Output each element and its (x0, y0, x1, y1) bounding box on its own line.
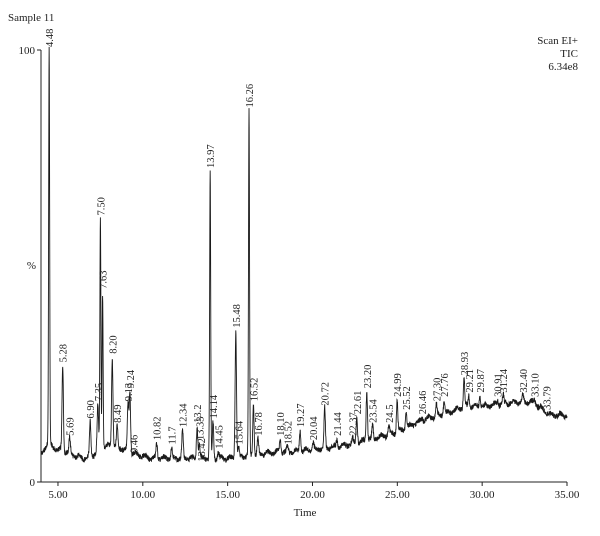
peak-label: 24.99 (393, 373, 404, 397)
peak-label: 25.52 (402, 386, 413, 410)
x-tick-label: 35.00 (555, 489, 580, 501)
peak-label: 18.52 (283, 421, 294, 445)
peak-label: 21.44 (333, 411, 344, 435)
peak-label: 11.7 (168, 426, 179, 444)
peak-label: 33.79 (542, 386, 553, 410)
peak-label: 22.61 (353, 391, 364, 415)
peak-label: 12.34 (179, 403, 190, 427)
x-tick-label: 5.00 (48, 489, 68, 501)
x-tick-label: 20.00 (300, 489, 325, 501)
tic-trace (40, 46, 568, 463)
y-tick-label: 100 (19, 45, 36, 57)
x-tick-label: 30.00 (470, 489, 495, 501)
peak-label: 14.14 (209, 394, 220, 418)
peak-label: 5.28 (59, 344, 70, 362)
peak-label: 10.82 (153, 416, 164, 440)
x-axis-label: Time (294, 507, 317, 519)
trace (40, 46, 568, 463)
peak-label: 15.64 (235, 420, 246, 444)
peak-label: 20.04 (309, 416, 320, 440)
peak-label: 31.24 (499, 368, 510, 392)
peak-label: 20.72 (321, 382, 332, 406)
peak-label: 27.30 (432, 378, 443, 402)
peak-label: 22.37 (349, 412, 360, 436)
peak-label: 4.48 (45, 29, 56, 47)
peak-label: 16.52 (249, 378, 260, 402)
peak-label: 7.35 (94, 383, 105, 401)
scan-mode-label: Scan EI+ (537, 35, 578, 47)
peak-label: 7.50 (96, 197, 107, 215)
peak-label: 26.46 (418, 391, 429, 415)
peak-label: 7.63 (99, 271, 110, 289)
peak-label: 24.5 (385, 404, 396, 422)
peak-label: 5.69 (66, 417, 77, 435)
peak-label: 9.46 (130, 435, 141, 453)
y-tick-label: 0 (30, 477, 36, 489)
peak-label: 29.21 (465, 369, 476, 393)
peak-label: 28.93 (460, 352, 471, 376)
x-tick-label: 25.00 (385, 489, 410, 501)
peak-label: 8.49 (113, 404, 124, 422)
peak-label: 16.26 (245, 84, 256, 108)
intensity-label: 6.34e8 (548, 61, 578, 73)
peak-label: 15.48 (232, 304, 243, 328)
peak-label: 8.20 (108, 335, 119, 353)
peak-label: 6.90 (86, 400, 97, 418)
peak-label: 13.33 (195, 416, 206, 440)
peak-label: 33.10 (531, 373, 542, 397)
peak-label: 9.24 (126, 369, 137, 388)
sample-label: Sample 11 (8, 12, 54, 24)
peak-label: 23.54 (369, 398, 380, 422)
peak-label: 29.87 (476, 369, 487, 393)
x-tick-label: 15.00 (215, 489, 240, 501)
peak-label: 16.78 (254, 412, 265, 436)
peak-label: 13.97 (206, 144, 217, 168)
x-tick-label: 10.00 (130, 489, 155, 501)
peak-label: 14.45 (214, 425, 225, 449)
peak-label: 30.91 (494, 373, 505, 397)
peak-label: 13.2 (193, 404, 204, 422)
peak-labels: 4.48 5.28 5.69 6.907.35 7.50 7.63 8.20 8.499.13… (45, 29, 553, 462)
peak-label: 19.27 (296, 404, 307, 428)
peak-label: 32.40 (519, 369, 530, 393)
peak-label: 9.13 (124, 383, 135, 401)
axes: 0 100 5.00 10.00 15.00 20.00 25.00 30.00 35.00 (19, 45, 580, 501)
y-axis-label: % (27, 260, 36, 272)
peak-label: 23.20 (363, 365, 374, 389)
peak-label: 18.10 (276, 412, 287, 436)
tic-label: TIC (560, 48, 578, 60)
peak-label: 13.42 (197, 438, 208, 462)
peak-label: 27.76 (440, 373, 451, 397)
